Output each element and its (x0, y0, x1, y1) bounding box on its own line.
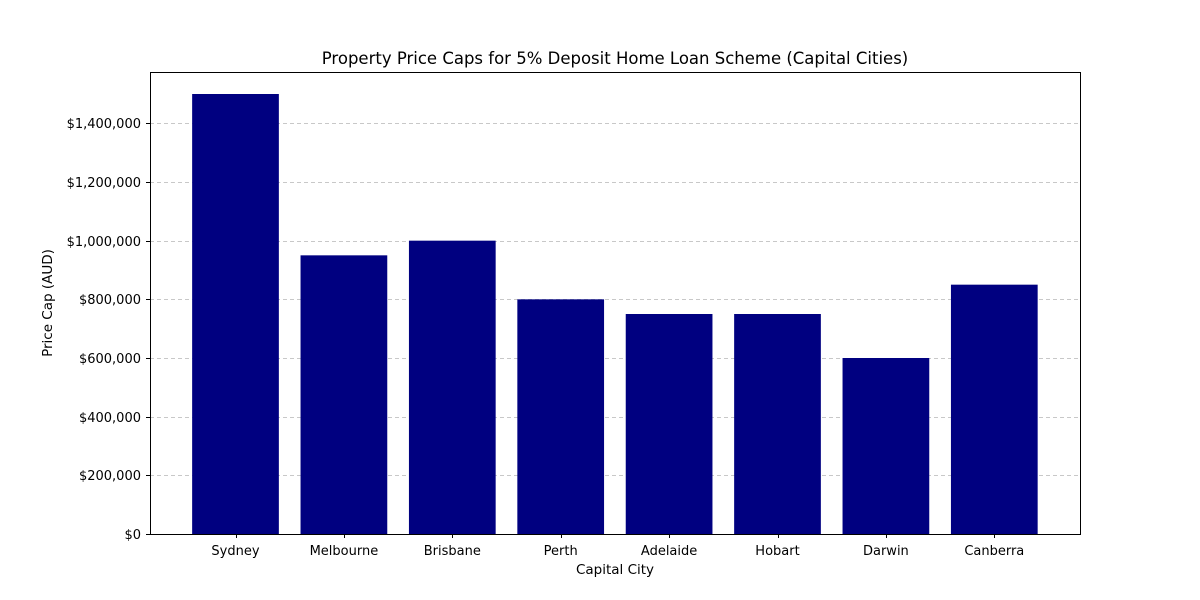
chart-title: Property Price Caps for 5% Deposit Home … (322, 49, 908, 68)
y-axis: $0 $200,000 $400,000 $600,000 $800,000 $1,000… (67, 117, 150, 543)
y-tick-label: $600,000 (79, 352, 141, 367)
y-tick-label: $0 (124, 528, 141, 543)
x-tick-label: Canberra (964, 544, 1024, 559)
y-tick-label: $800,000 (79, 293, 141, 308)
y-tick-label: $1,400,000 (67, 117, 141, 132)
y-axis-label: Price Cap (AUD) (40, 249, 56, 357)
x-axis-label: Capital City (576, 562, 654, 578)
bar-melbourne (300, 255, 388, 535)
x-tick-label: Sydney (211, 544, 259, 559)
y-tick-label: $400,000 (79, 411, 141, 426)
x-tick-label: Perth (544, 544, 578, 559)
y-tick-label: $200,000 (79, 469, 141, 484)
plot-frame (150, 72, 1081, 535)
bar-perth (517, 299, 605, 534)
bar-sydney (192, 94, 279, 534)
bar-brisbane (408, 240, 496, 534)
bar-canberra (950, 284, 1038, 534)
x-tick-label: Adelaide (641, 544, 697, 559)
x-tick-label: Melbourne (310, 544, 379, 559)
y-tick-label: $1,200,000 (67, 176, 141, 191)
x-tick-label: Darwin (863, 544, 909, 559)
y-tick-label: $1,000,000 (67, 235, 141, 250)
x-axis: Sydney Melbourne Brisbane Perth Adelaide Hoba… (211, 534, 1024, 559)
x-tick-label: Hobart (755, 544, 799, 559)
bar-adelaide (625, 314, 713, 534)
bar-hobart (734, 314, 821, 534)
bar-darwin (842, 358, 930, 534)
bars (192, 94, 1038, 535)
x-tick-label: Brisbane (424, 544, 481, 559)
